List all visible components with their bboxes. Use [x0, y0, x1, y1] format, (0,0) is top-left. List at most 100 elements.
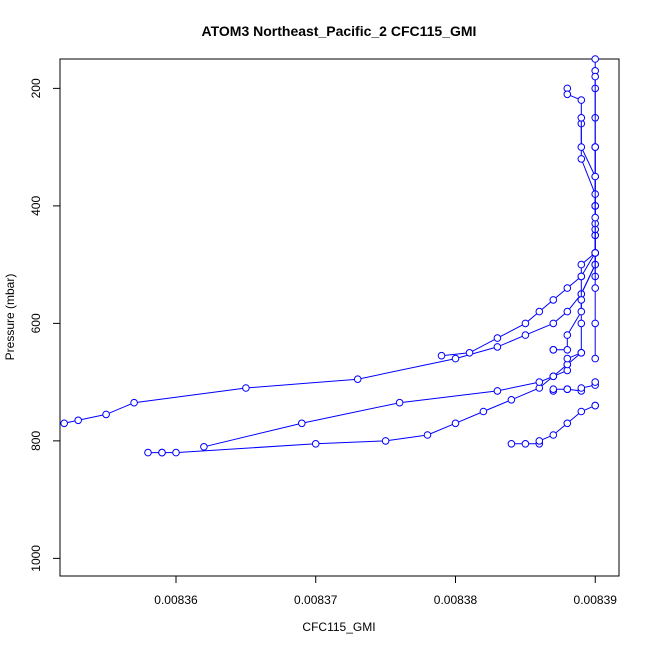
- series-1: [144, 55, 600, 457]
- data-point: [451, 419, 460, 428]
- data-point: [563, 284, 572, 292]
- data-point: [591, 319, 600, 328]
- data-point: [591, 55, 600, 63]
- data-point: [591, 213, 600, 222]
- data-point: [395, 398, 404, 407]
- data-point: [144, 448, 152, 457]
- data-point: [591, 354, 600, 363]
- series-line: [203, 352, 582, 448]
- series-6: [549, 378, 600, 395]
- x-axis: 0.00836 0.00837 0.00838 0.00839: [154, 575, 618, 607]
- series-line: [148, 59, 596, 454]
- data-point: [535, 307, 544, 316]
- data-point: [549, 319, 558, 328]
- series-5: [200, 349, 586, 451]
- data-point: [493, 334, 502, 342]
- data-point: [158, 448, 166, 457]
- data-point: [60, 419, 68, 428]
- data-point: [577, 155, 586, 163]
- data-point: [577, 349, 586, 357]
- data-point: [591, 143, 600, 151]
- series-line: [64, 76, 596, 424]
- data-point: [549, 296, 558, 304]
- data-point: [535, 437, 544, 445]
- y-tick-label: 600: [29, 313, 43, 333]
- data-point: [423, 431, 432, 439]
- series-9: [577, 114, 600, 363]
- data-point: [535, 378, 544, 386]
- data-point: [563, 346, 572, 354]
- data-point: [507, 396, 516, 404]
- data-point: [549, 385, 558, 394]
- series-3: [437, 143, 600, 360]
- data-point: [591, 378, 600, 386]
- data-point: [577, 296, 586, 304]
- x-tick-label: 0.00837: [294, 593, 338, 607]
- data-point: [549, 372, 558, 381]
- data-point: [493, 343, 502, 351]
- data-point: [311, 440, 320, 448]
- data-point: [507, 440, 516, 448]
- data-point: [172, 448, 180, 457]
- data-point: [577, 260, 586, 269]
- series-line: [580, 117, 596, 359]
- data-point: [465, 349, 474, 357]
- data-point: [591, 72, 600, 81]
- data-point: [563, 419, 572, 428]
- data-point: [563, 331, 572, 339]
- data-point: [381, 437, 390, 445]
- x-tick-label: 0.00839: [574, 593, 618, 607]
- y-tick-label: 1000: [29, 545, 43, 572]
- series-2: [60, 72, 600, 428]
- x-tick-label: 0.00838: [434, 593, 478, 607]
- data-point: [242, 384, 250, 392]
- y-tick-label: 400: [29, 196, 43, 216]
- data-point: [577, 384, 586, 392]
- data-point: [577, 143, 586, 151]
- data-point: [577, 96, 586, 104]
- series-4: [507, 401, 600, 448]
- data-point: [577, 272, 586, 281]
- y-axis: 200 400 600 800 1000: [29, 78, 61, 572]
- data-point: [563, 307, 572, 316]
- data-point: [563, 90, 572, 99]
- data-point: [353, 375, 362, 384]
- data-point: [549, 346, 558, 354]
- data-point: [521, 440, 530, 448]
- y-tick-label: 800: [29, 431, 43, 451]
- series-line: [552, 382, 596, 392]
- y-axis-label: Pressure (mbar): [3, 274, 17, 361]
- data-point: [521, 331, 530, 339]
- data-point: [591, 401, 600, 410]
- plot-frame: [59, 58, 620, 577]
- data-point: [563, 385, 572, 394]
- data-point: [298, 419, 306, 428]
- data-point: [591, 284, 600, 292]
- x-tick-label: 0.00836: [154, 593, 198, 607]
- data-point: [577, 114, 586, 122]
- data-point: [521, 319, 530, 328]
- data-point: [102, 410, 110, 419]
- x-axis-label: CFC115_GMI: [302, 620, 375, 634]
- data-point: [479, 407, 488, 416]
- data-point: [577, 407, 586, 416]
- data-point: [577, 319, 586, 328]
- series-line: [553, 252, 596, 351]
- y-tick-label: 200: [29, 78, 43, 98]
- data-point: [130, 398, 138, 407]
- chart-title: ATOM3 Northeast_Pacific_2 CFC115_GMI: [202, 23, 477, 39]
- data-point: [549, 431, 558, 439]
- series-line: [441, 147, 596, 357]
- series-layer: [60, 55, 600, 457]
- series-7: [549, 249, 600, 354]
- data-point: [437, 351, 446, 360]
- data-point: [493, 387, 502, 395]
- data-point: [451, 354, 460, 363]
- data-point: [200, 443, 208, 451]
- data-point: [74, 416, 82, 425]
- data-point: [591, 172, 600, 181]
- data-point: [563, 354, 572, 363]
- data-point: [591, 249, 600, 257]
- data-point: [577, 307, 586, 316]
